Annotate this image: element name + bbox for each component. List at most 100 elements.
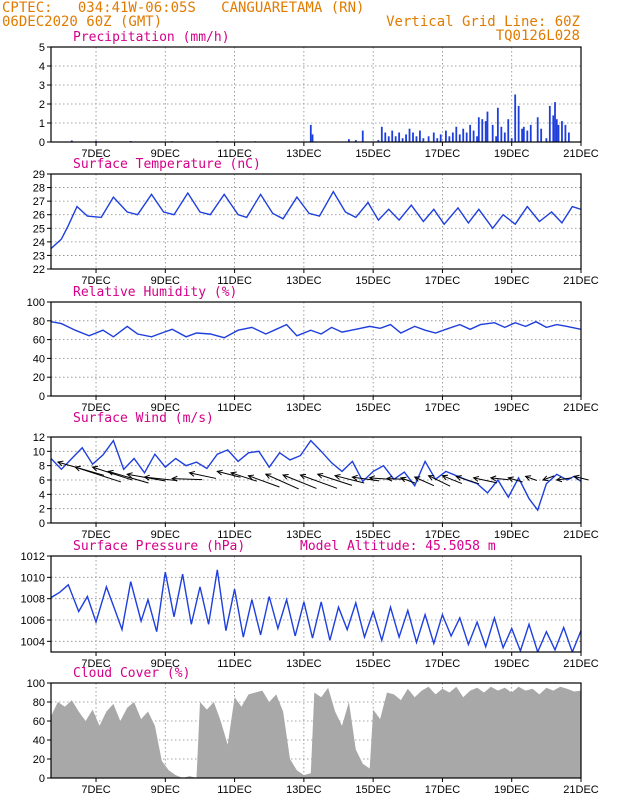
y-tick-label: 4	[39, 61, 45, 73]
y-tick-label: 100	[27, 297, 45, 309]
wind-arrow	[264, 473, 299, 490]
x-tick-label: 17DEC	[425, 402, 461, 414]
x-tick-label: 17DEC	[425, 784, 461, 796]
panel-frame	[50, 301, 582, 397]
panel-frame	[50, 173, 582, 270]
x-tick-label: 9DEC	[151, 402, 180, 414]
x-tick-label: 11DEC	[217, 275, 252, 287]
wind-arrow-shaft	[248, 475, 280, 488]
precip-bar	[455, 126, 458, 142]
precip-bar	[476, 136, 478, 142]
wind-arrow-head	[126, 472, 133, 478]
precip-bar	[469, 124, 472, 142]
y-tick-label: 0	[39, 137, 45, 149]
x-tick-label: 7DEC	[81, 658, 110, 670]
precip-bar	[548, 105, 551, 142]
wind-arrow-head	[472, 475, 480, 482]
x-tick-label: 7DEC	[81, 148, 110, 160]
y-tick-label: 0	[39, 773, 45, 785]
x-tick-label: 19DEC	[494, 402, 530, 414]
wind-arrow	[316, 472, 353, 486]
wind-arrow-head	[299, 473, 307, 480]
precip-bar	[526, 130, 529, 142]
precip-bar	[439, 134, 442, 142]
precip-bar	[427, 136, 430, 142]
wind-arrow-head	[385, 475, 393, 482]
wind-arrow-head	[441, 474, 449, 481]
wind-arrow-head	[351, 474, 358, 481]
wind-arrow-head	[399, 476, 407, 483]
wind-arrow	[507, 476, 523, 483]
x-tick-label: 21DEC	[563, 784, 599, 796]
wind-arrow-shaft	[172, 478, 203, 481]
precip-bar	[436, 138, 439, 142]
precip-bar	[552, 115, 555, 142]
precip-bar	[496, 107, 499, 142]
panel-wind: 0 2 4 6 8 10 12 7DEC 9DEC 11DEC 13DEC 15DEC 17DEC 19D…	[33, 411, 599, 541]
wind-arrow-head	[188, 470, 196, 477]
y-tick-label: 24	[33, 237, 45, 249]
precip-bar	[484, 121, 487, 142]
y-tick-label: 0	[39, 518, 45, 530]
precip-bar	[465, 132, 468, 142]
wind-arrow-shaft	[108, 470, 149, 484]
wind-arrow-head	[282, 474, 289, 480]
y-tick-label: 1006	[21, 615, 45, 627]
y-tick-label: 60	[33, 335, 45, 347]
precip-bar	[415, 136, 418, 142]
wind-arrow	[541, 475, 555, 482]
wind-arrow-head	[333, 473, 341, 480]
wind-arrow-head	[427, 475, 435, 481]
precip-bar	[309, 124, 312, 142]
x-tick-label: 17DEC	[425, 658, 461, 670]
wind-arrow-head	[247, 474, 255, 481]
panel-title: Surface Pressure (hPa)	[73, 539, 245, 554]
precip-bar	[514, 94, 517, 142]
precip-bar	[561, 121, 563, 142]
precip-bar	[477, 117, 480, 142]
wind-arrow-head	[264, 473, 272, 479]
precip-bar	[500, 126, 503, 142]
x-tick-label: 13DEC	[286, 658, 322, 670]
wind-arrow-head	[572, 474, 580, 481]
wind-arrow-shaft	[508, 477, 523, 483]
panel-title: Surface Temperature (nC)	[73, 157, 261, 172]
wind-arrow-shaft	[300, 474, 338, 489]
wind-arrow	[413, 476, 435, 487]
panel-annotation: Model Altitude: 45.5058 m	[300, 539, 496, 554]
precip-bar	[522, 126, 525, 142]
precip-bar	[458, 134, 461, 142]
wind-arrow-shaft	[230, 472, 257, 482]
run-date: 06DEC2020 60Z (GMT)	[2, 14, 163, 30]
panel-cloud: 0 20 40 60 80 100 7DEC 9DEC 11DEC 13DEC 15DEC 17DEC…	[27, 666, 599, 796]
wind-arrow-shaft	[144, 476, 178, 482]
precip-bar	[507, 119, 510, 142]
precip-bar	[555, 119, 558, 142]
precip-bar	[401, 138, 404, 142]
precip-bar	[567, 132, 570, 142]
precip-bar	[510, 138, 513, 142]
panel-pressure: 1004 1006 1008 1010 1012 7DEC 9DEC 11DEC 13DEC 15…	[21, 539, 599, 670]
y-tick-label: 20	[33, 372, 45, 384]
precip-bar	[503, 132, 506, 142]
precip-bar	[408, 128, 411, 142]
x-tick-label: 19DEC	[494, 148, 530, 160]
x-tick-label: 9DEC	[151, 148, 180, 160]
y-tick-label: 80	[33, 697, 45, 709]
precip-bar	[545, 138, 548, 142]
precip-bar	[564, 124, 567, 142]
wind-arrow-head	[455, 475, 462, 481]
y-tick-label: 1004	[21, 636, 45, 648]
x-tick-label: 19DEC	[494, 275, 530, 287]
panel-humidity: 0 20 40 60 80 100 7DEC 9DEC 11DEC 13DEC 15DEC 17DEC…	[27, 285, 599, 414]
precip-bar	[348, 139, 350, 142]
wind-arrow-shaft	[75, 466, 122, 483]
panel-precipitation: 0 1 2 3 4 5 7DEC 9DEC 11DEC 13DEC 15DEC 17DEC 19DEC 2…	[39, 30, 599, 160]
x-tick-label: 7DEC	[81, 784, 110, 796]
y-tick-label: 40	[33, 735, 45, 747]
wind-arrow	[555, 476, 572, 483]
precip-bar	[377, 140, 380, 142]
x-tick-label: 15DEC	[355, 275, 391, 287]
y-tick-label: 2	[39, 99, 45, 111]
